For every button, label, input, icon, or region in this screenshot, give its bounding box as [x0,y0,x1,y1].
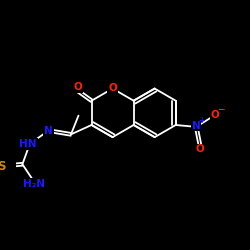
Text: O: O [210,110,219,120]
Text: S: S [0,160,5,172]
Text: N: N [44,126,53,136]
Text: O: O [196,144,204,154]
Text: H₂N: H₂N [22,179,44,189]
Text: N: N [192,121,201,131]
Text: O: O [73,82,82,92]
Text: −: − [217,104,224,114]
Text: +: + [198,116,204,125]
Text: HN: HN [19,139,37,149]
Text: O: O [108,82,117,92]
